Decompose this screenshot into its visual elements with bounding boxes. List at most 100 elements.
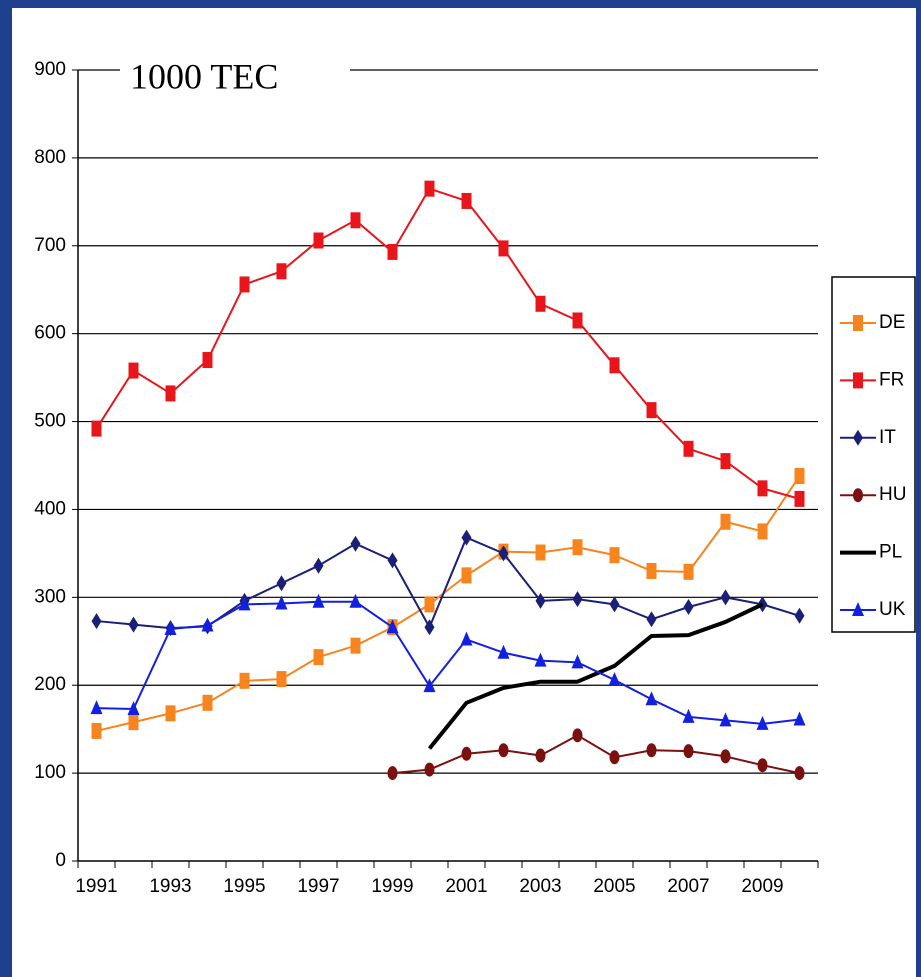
marker xyxy=(387,766,398,781)
marker xyxy=(350,637,361,654)
marker xyxy=(165,705,176,722)
marker xyxy=(535,544,546,561)
y-tick-label: 500 xyxy=(34,411,66,432)
marker xyxy=(202,352,213,369)
marker xyxy=(91,420,102,437)
marker xyxy=(313,557,324,574)
marker xyxy=(535,748,546,763)
marker xyxy=(757,480,768,497)
marker xyxy=(646,743,657,758)
marker xyxy=(646,611,657,628)
y-tick-label: 100 xyxy=(34,762,66,783)
marker xyxy=(497,644,510,659)
marker xyxy=(683,744,694,759)
marker xyxy=(852,602,864,616)
marker xyxy=(720,453,731,470)
marker xyxy=(498,743,509,758)
marker xyxy=(572,539,583,556)
marker xyxy=(720,513,731,530)
marker xyxy=(853,372,863,389)
y-tick-label: 200 xyxy=(34,674,66,695)
series-line xyxy=(392,734,800,775)
marker xyxy=(794,766,805,781)
series-line xyxy=(96,600,800,725)
marker xyxy=(683,440,694,457)
y-tick-label: 0 xyxy=(55,850,66,871)
legend-items: DE FR IT HU PL UK xyxy=(840,312,906,620)
marker xyxy=(312,593,325,608)
marker xyxy=(572,728,583,743)
marker xyxy=(535,592,546,609)
title-background xyxy=(120,52,350,102)
marker xyxy=(571,654,584,669)
legend-label: FR xyxy=(879,369,904,390)
marker xyxy=(350,535,361,552)
chart-title: 1000 TEC xyxy=(130,56,278,96)
marker xyxy=(461,746,472,761)
y-tick-label: 800 xyxy=(34,147,66,168)
marker xyxy=(276,575,287,592)
marker xyxy=(720,749,731,764)
marker xyxy=(424,762,435,777)
y-tick-label: 900 xyxy=(34,59,66,80)
x-tick-label: 1993 xyxy=(149,876,191,897)
marker xyxy=(276,263,287,280)
marker xyxy=(794,490,805,507)
marker xyxy=(609,596,620,613)
marker xyxy=(683,599,694,616)
x-tick-label: 1995 xyxy=(223,876,265,897)
marker xyxy=(498,545,509,562)
marker xyxy=(461,567,472,584)
marker xyxy=(238,596,251,611)
marker xyxy=(535,295,546,312)
marker xyxy=(853,429,863,446)
legend-label: IT xyxy=(879,427,896,448)
x-tick-label: 2005 xyxy=(593,876,635,897)
marker xyxy=(646,402,657,419)
marker xyxy=(424,619,435,636)
x-tick-label: 1991 xyxy=(75,876,117,897)
x-tick-label: 2003 xyxy=(519,876,561,897)
marker xyxy=(498,240,509,257)
marker xyxy=(164,620,177,635)
marker xyxy=(682,708,695,723)
marker xyxy=(609,547,620,564)
marker xyxy=(128,714,139,731)
legend-label: PL xyxy=(879,542,902,563)
legend-label: UK xyxy=(879,599,906,620)
marker xyxy=(202,694,213,711)
x-tick-label: 1999 xyxy=(371,876,413,897)
marker xyxy=(609,750,620,765)
marker xyxy=(90,700,103,715)
marker xyxy=(757,523,768,540)
marker xyxy=(275,595,288,610)
marker xyxy=(646,562,657,579)
marker xyxy=(165,385,176,402)
marker xyxy=(387,243,398,260)
y-tick-label: 300 xyxy=(34,586,66,607)
marker xyxy=(91,613,102,630)
marker xyxy=(853,315,863,331)
marker xyxy=(460,631,473,646)
marker xyxy=(794,468,805,485)
marker xyxy=(313,649,324,666)
marker xyxy=(201,617,214,632)
series-line xyxy=(96,475,801,732)
marker xyxy=(387,552,398,569)
y-tick-label: 600 xyxy=(34,323,66,344)
marker xyxy=(720,589,731,606)
marker xyxy=(756,715,769,730)
marker xyxy=(423,678,436,693)
series-line xyxy=(427,602,764,750)
marker xyxy=(313,232,324,249)
x-tick-label: 2001 xyxy=(445,876,487,897)
x-tick-label: 1997 xyxy=(297,876,339,897)
marker xyxy=(683,563,694,580)
x-tick-label: 2007 xyxy=(667,876,709,897)
marker xyxy=(127,700,140,715)
marker xyxy=(276,671,287,688)
marker xyxy=(534,652,547,667)
x-tick-label: 2009 xyxy=(741,876,783,897)
